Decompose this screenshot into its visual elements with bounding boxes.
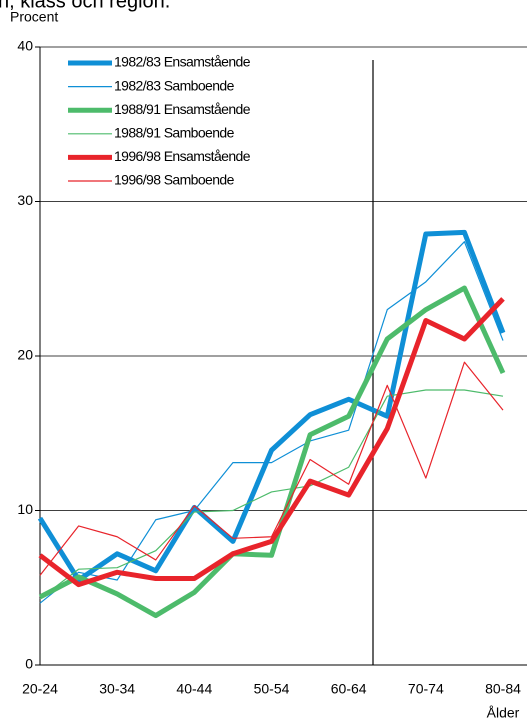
legend-label: 1988/91 Ensamstående [114,101,251,117]
x-tick-label: 20-24 [22,681,58,697]
legend-label: 1982/83 Ensamstående [114,54,251,70]
legend-label: 1988/91 Samboende [114,125,235,141]
x-tick-label: 30-34 [99,681,135,697]
y-axis-label: Procent [10,9,58,25]
y-tick-label: 0 [25,656,33,672]
legend-label: 1996/98 Samboende [114,172,235,188]
x-axis-label: Ålder [487,705,520,721]
chart-title: n, klass och region. [0,0,170,12]
x-tick-label: 50-54 [254,681,290,697]
y-tick-label: 10 [17,501,33,517]
series-line [39,389,504,600]
series-line [39,361,504,576]
y-tick-label: 30 [17,192,33,208]
legend-label: 1996/98 Ensamstående [114,148,251,164]
x-tick-label: 80-84 [485,681,521,697]
x-tick-label: 40-44 [176,681,212,697]
legend-box [50,50,312,196]
y-tick-label: 40 [17,38,33,54]
series-line [37,229,506,583]
x-tick-label: 60-64 [331,681,367,697]
x-tick-label: 70-74 [408,681,444,697]
series-line [38,285,506,619]
series-line [38,297,505,588]
y-tick-label: 20 [17,347,33,363]
legend-label: 1982/83 Samboende [114,77,235,93]
series-line [39,241,504,604]
